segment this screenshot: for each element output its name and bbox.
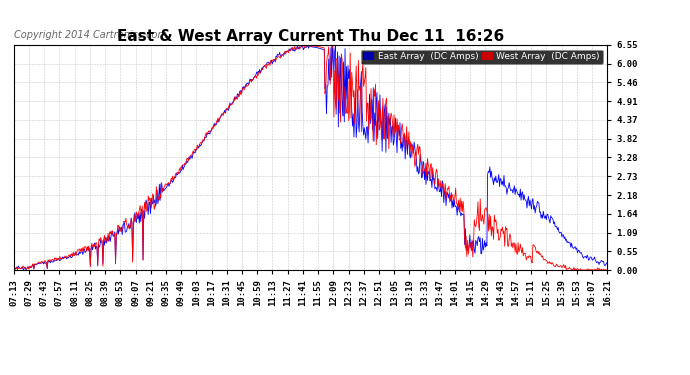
Text: Copyright 2014 Cartronics.com: Copyright 2014 Cartronics.com bbox=[14, 30, 167, 40]
Title: East & West Array Current Thu Dec 11  16:26: East & West Array Current Thu Dec 11 16:… bbox=[117, 29, 504, 44]
Legend: East Array  (DC Amps), West Array  (DC Amps): East Array (DC Amps), West Array (DC Amp… bbox=[361, 50, 602, 64]
